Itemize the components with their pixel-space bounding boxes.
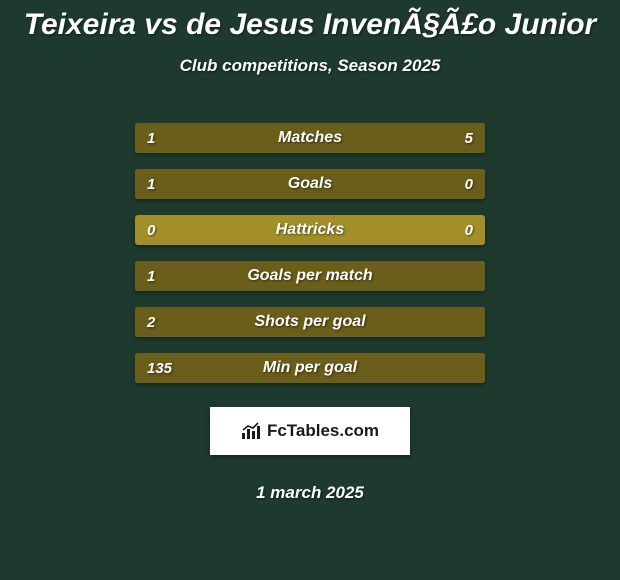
bar-value-left: 1 — [147, 261, 155, 291]
page-title: Teixeira vs de Jesus InvenÃ§Ã£o Junior — [0, 0, 620, 42]
bar-left — [135, 353, 485, 383]
bar-value-left: 135 — [147, 353, 172, 383]
logo: FcTables.com — [241, 421, 379, 441]
stat-row-shots-per-goal: Shots per goal2 — [135, 307, 485, 337]
stat-row-min-per-goal: Min per goal135 — [135, 353, 485, 383]
bar-value-left: 1 — [147, 169, 155, 199]
bar-value-right: 0 — [465, 215, 473, 245]
subtitle: Club competitions, Season 2025 — [0, 56, 620, 76]
bar-left — [135, 261, 485, 291]
chart-icon — [241, 422, 263, 440]
bar-value-left: 0 — [147, 215, 155, 245]
stat-row-goals-per-match: Goals per match1 — [135, 261, 485, 291]
stat-row-goals: Goals10 — [135, 169, 485, 199]
bar-left — [135, 123, 193, 153]
logo-box: FcTables.com — [210, 407, 410, 455]
comparison-infographic: Teixeira vs de Jesus InvenÃ§Ã£o Junior C… — [0, 0, 620, 580]
stat-row-matches: Matches15 — [135, 123, 485, 153]
date-label: 1 march 2025 — [0, 483, 620, 503]
bar-value-left: 1 — [147, 123, 155, 153]
bar-left — [135, 169, 485, 199]
stat-row-hattricks: Hattricks00 — [135, 215, 485, 245]
stat-bars: Matches15Goals10Hattricks00Goals per mat… — [135, 123, 485, 399]
bar-value-left: 2 — [147, 307, 155, 337]
bar-value-right: 0 — [465, 169, 473, 199]
bar-value-right: 5 — [465, 123, 473, 153]
bar-right — [193, 123, 485, 153]
logo-text: FcTables.com — [267, 421, 379, 441]
bar-left — [135, 307, 485, 337]
